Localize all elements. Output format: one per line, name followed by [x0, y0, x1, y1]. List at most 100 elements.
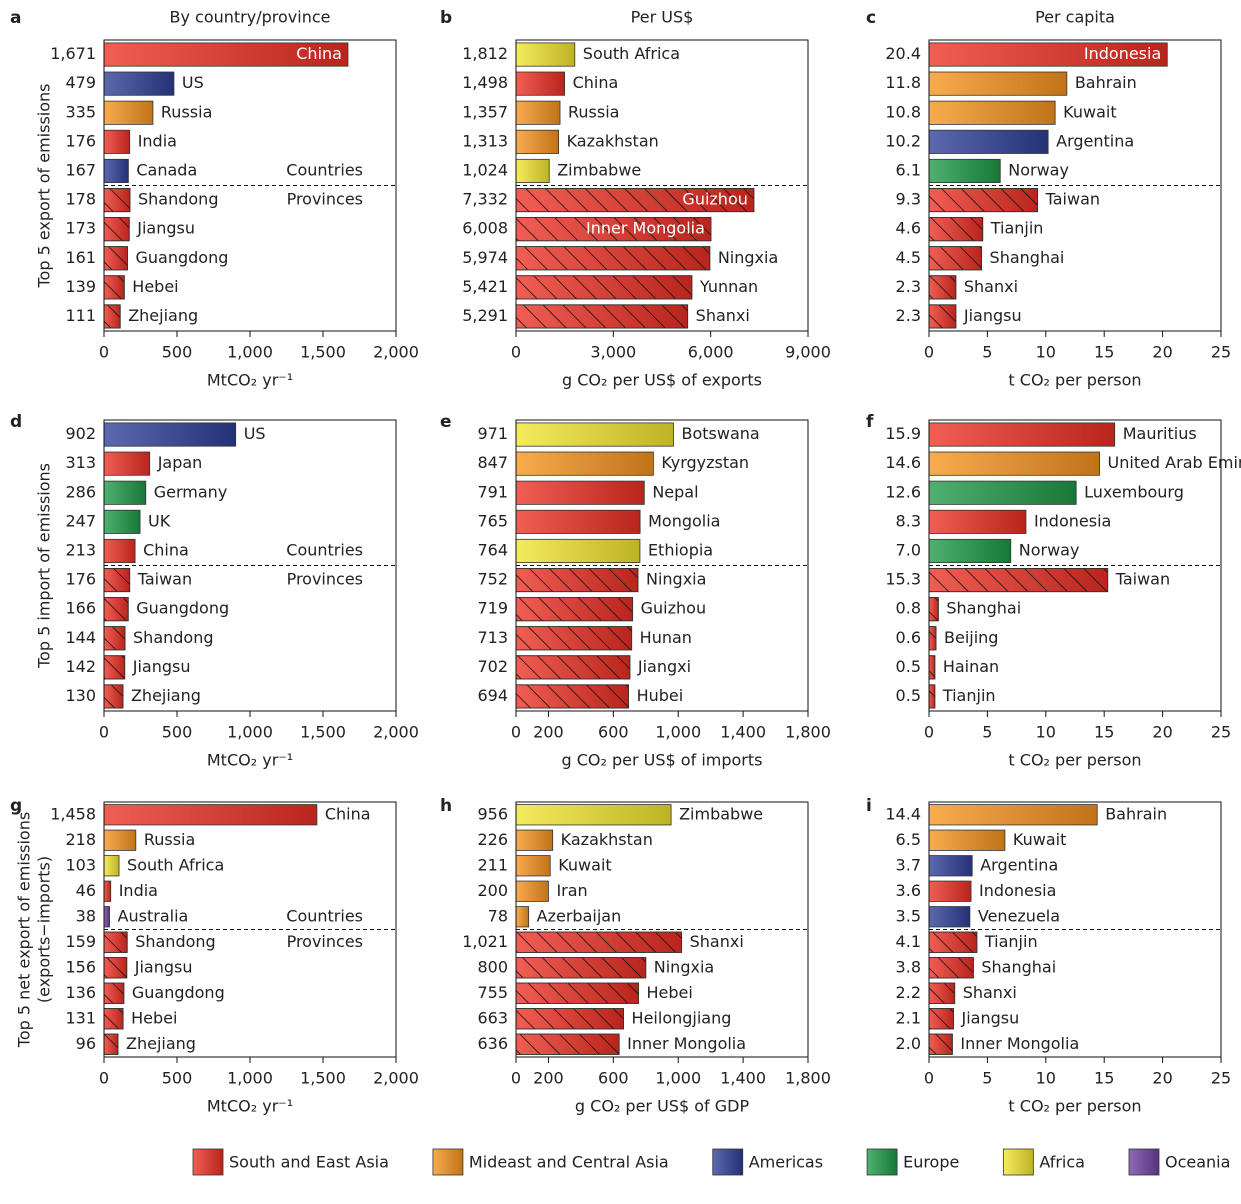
category-label: Kazakhstan	[567, 131, 659, 150]
category-label: Argentina	[1056, 131, 1134, 150]
value-label: 1,024	[462, 160, 508, 179]
bar	[928, 71, 1068, 96]
bar-hatch	[928, 246, 982, 271]
value-label: 791	[477, 482, 508, 501]
value-label: 286	[65, 482, 96, 501]
x-tick-label: 5	[982, 723, 992, 742]
bar	[515, 538, 641, 563]
value-label: 1,458	[50, 804, 96, 823]
value-label: 7,332	[462, 190, 508, 209]
bar-hatch	[928, 188, 1039, 213]
value-label: 103	[65, 855, 96, 874]
bar-hatch	[103, 1033, 119, 1055]
value-label: 752	[477, 570, 508, 589]
category-label: Hubei	[637, 686, 684, 705]
bar	[515, 804, 672, 826]
x-tick-label: 20	[1152, 343, 1172, 362]
category-label: Argentina	[980, 855, 1058, 874]
x-tick-label: 5	[982, 1069, 992, 1088]
value-label: 719	[477, 599, 508, 618]
category-label: Kazakhstan	[561, 830, 653, 849]
bar-hatch	[515, 957, 647, 979]
x-tick-label: 1,000	[655, 1069, 701, 1088]
category-label: Ningxia	[718, 248, 778, 267]
plot-frame	[928, 419, 1222, 712]
panel-label: h	[440, 796, 452, 816]
x-tick-label: 200	[533, 1069, 564, 1088]
x-tick-label: 1,000	[227, 723, 273, 742]
category-label: Hebei	[131, 1008, 177, 1027]
category-label: Norway	[1019, 540, 1080, 559]
bar-hatch	[515, 568, 639, 593]
x-tick-label: 10	[1036, 343, 1056, 362]
value-label: 14.4	[885, 804, 921, 823]
category-label: Venezuela	[978, 906, 1060, 925]
category-label: UK	[148, 511, 171, 530]
value-label: 11.8	[885, 73, 921, 92]
x-axis-label: t CO₂ per person	[1008, 371, 1141, 390]
value-label: 5,421	[462, 277, 508, 296]
value-label: 10.8	[885, 102, 921, 121]
bar-hatch	[515, 655, 631, 680]
category-label: Mongolia	[648, 511, 720, 530]
x-tick-label: 1,000	[655, 723, 701, 742]
category-label: Germany	[154, 482, 228, 501]
category-label: Inner Mongolia	[586, 219, 705, 238]
category-label: Shandong	[133, 628, 213, 647]
legend-label: Africa	[1039, 1153, 1085, 1172]
x-axis-label: MtCO₂ yr⁻¹	[207, 1097, 293, 1116]
bar	[103, 451, 151, 476]
bar	[515, 129, 559, 154]
category-label: China	[143, 540, 189, 559]
bar-hatch	[515, 1033, 620, 1055]
value-label: 694	[477, 686, 508, 705]
plot-frame	[515, 801, 809, 1058]
bar-hatch	[928, 684, 936, 709]
category-label: Luxembourg	[1084, 482, 1184, 501]
bar	[103, 855, 120, 877]
bar-hatch	[928, 957, 974, 979]
category-label: Tianjin	[942, 686, 996, 705]
value-label: 12.6	[885, 482, 921, 501]
value-label: 15.9	[885, 424, 921, 443]
x-tick-label: 1,000	[227, 1069, 273, 1088]
panel-label: i	[866, 796, 872, 816]
category-label: Hebei	[132, 277, 178, 296]
value-label: 956	[477, 804, 508, 823]
panel-label: f	[866, 412, 874, 432]
legend-swatch	[192, 1148, 224, 1176]
value-label: 1,498	[462, 73, 508, 92]
bar	[928, 538, 1012, 563]
value-label: 78	[488, 906, 508, 925]
value-label: 2.3	[896, 277, 921, 296]
group-label: Countries	[286, 540, 363, 559]
bar	[103, 509, 141, 534]
value-label: 335	[65, 102, 96, 121]
x-tick-label: 20	[1152, 723, 1172, 742]
panel-label: d	[10, 412, 22, 432]
column-title: Per US$	[631, 8, 694, 27]
value-label: 1,021	[462, 932, 508, 951]
category-label: India	[119, 881, 158, 900]
category-label: Guangdong	[136, 248, 229, 267]
category-label: China	[573, 73, 619, 92]
x-tick-label: 1,800	[785, 1069, 831, 1088]
x-axis-label: MtCO₂ yr⁻¹	[207, 751, 293, 770]
value-label: 111	[65, 306, 96, 325]
category-label: Australia	[118, 906, 189, 925]
bar-hatch	[928, 982, 956, 1004]
legend-swatch	[1002, 1148, 1034, 1176]
bar-hatch	[103, 626, 126, 651]
x-axis-label: g CO₂ per US$ of GDP	[575, 1097, 750, 1116]
category-label: Zhejiang	[126, 1034, 196, 1053]
x-tick-label: 0	[924, 1069, 934, 1088]
bar-hatch	[928, 931, 978, 953]
legend-swatch	[866, 1148, 898, 1176]
category-label: Indonesia	[1034, 511, 1111, 530]
x-tick-label: 200	[533, 723, 564, 742]
x-tick-label: 25	[1211, 343, 1231, 362]
value-label: 971	[477, 424, 508, 443]
bar-hatch	[928, 568, 1109, 593]
value-label: 847	[477, 453, 508, 472]
